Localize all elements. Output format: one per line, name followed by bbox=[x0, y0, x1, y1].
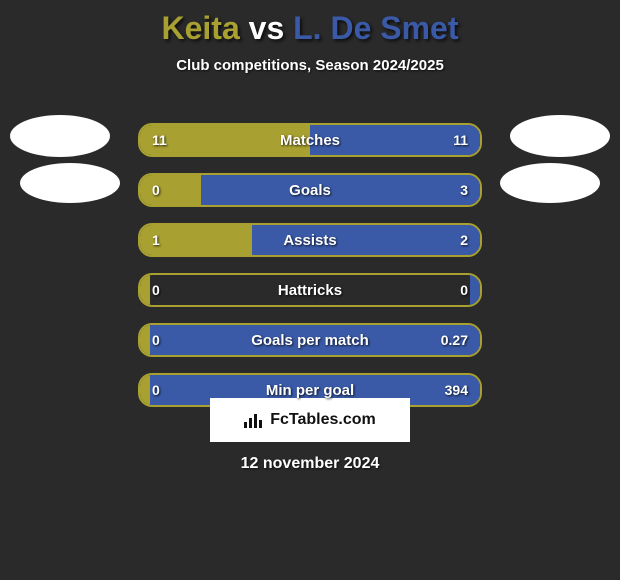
stat-row: 11 11 Matches bbox=[138, 123, 482, 157]
avatar-right-2 bbox=[500, 163, 600, 203]
stat-label: Matches bbox=[280, 132, 340, 149]
chart-icon bbox=[244, 412, 264, 428]
title-vs: vs bbox=[249, 10, 285, 46]
stat-label: Goals bbox=[289, 182, 331, 199]
comparison-infographic: Keita vs L. De Smet Club competitions, S… bbox=[0, 0, 620, 580]
stat-fill-left bbox=[140, 175, 201, 205]
stat-value-left: 0 bbox=[152, 332, 160, 348]
subtitle: Club competitions, Season 2024/2025 bbox=[0, 57, 620, 74]
branding-text: FcTables.com bbox=[270, 411, 376, 429]
stat-fill-right bbox=[470, 275, 480, 305]
stat-value-right: 0 bbox=[460, 282, 468, 298]
stat-value-left: 11 bbox=[152, 132, 167, 148]
stats-block: 1111Matches03Goals12Assists00Hattricks00… bbox=[138, 123, 482, 423]
avatar-right-1 bbox=[510, 115, 610, 157]
stat-fill-left bbox=[140, 325, 150, 355]
stat-value-left: 1 bbox=[152, 232, 160, 248]
stat-fill-left bbox=[140, 375, 150, 405]
avatar-left-1 bbox=[10, 115, 110, 157]
stat-value-left: 0 bbox=[152, 282, 160, 298]
stat-row: 0 3 Goals bbox=[138, 173, 482, 207]
stat-value-left: 0 bbox=[152, 382, 160, 398]
stat-value-right: 11 bbox=[453, 132, 468, 148]
stat-row: 1 2 Assists bbox=[138, 223, 482, 257]
avatar-left-2 bbox=[20, 163, 120, 203]
stat-label: Goals per match bbox=[251, 332, 369, 349]
page-title: Keita vs L. De Smet bbox=[0, 0, 620, 47]
stat-row: 0 0.27 Goals per match bbox=[138, 323, 482, 357]
stat-row: 0 0 Hattricks bbox=[138, 273, 482, 307]
stat-value-right: 394 bbox=[445, 382, 468, 398]
stat-label: Hattricks bbox=[278, 282, 342, 299]
title-player2: L. De Smet bbox=[293, 10, 458, 46]
stat-fill-left bbox=[140, 275, 150, 305]
stat-fill-right bbox=[201, 175, 480, 205]
stat-value-right: 2 bbox=[460, 232, 468, 248]
title-player1: Keita bbox=[162, 10, 240, 46]
branding-badge: FcTables.com bbox=[210, 398, 410, 442]
stat-label: Min per goal bbox=[266, 382, 354, 399]
stat-value-right: 0.27 bbox=[441, 332, 468, 348]
date-label: 12 november 2024 bbox=[0, 455, 620, 473]
stat-value-right: 3 bbox=[460, 182, 468, 198]
stat-value-left: 0 bbox=[152, 182, 160, 198]
stat-label: Assists bbox=[283, 232, 336, 249]
